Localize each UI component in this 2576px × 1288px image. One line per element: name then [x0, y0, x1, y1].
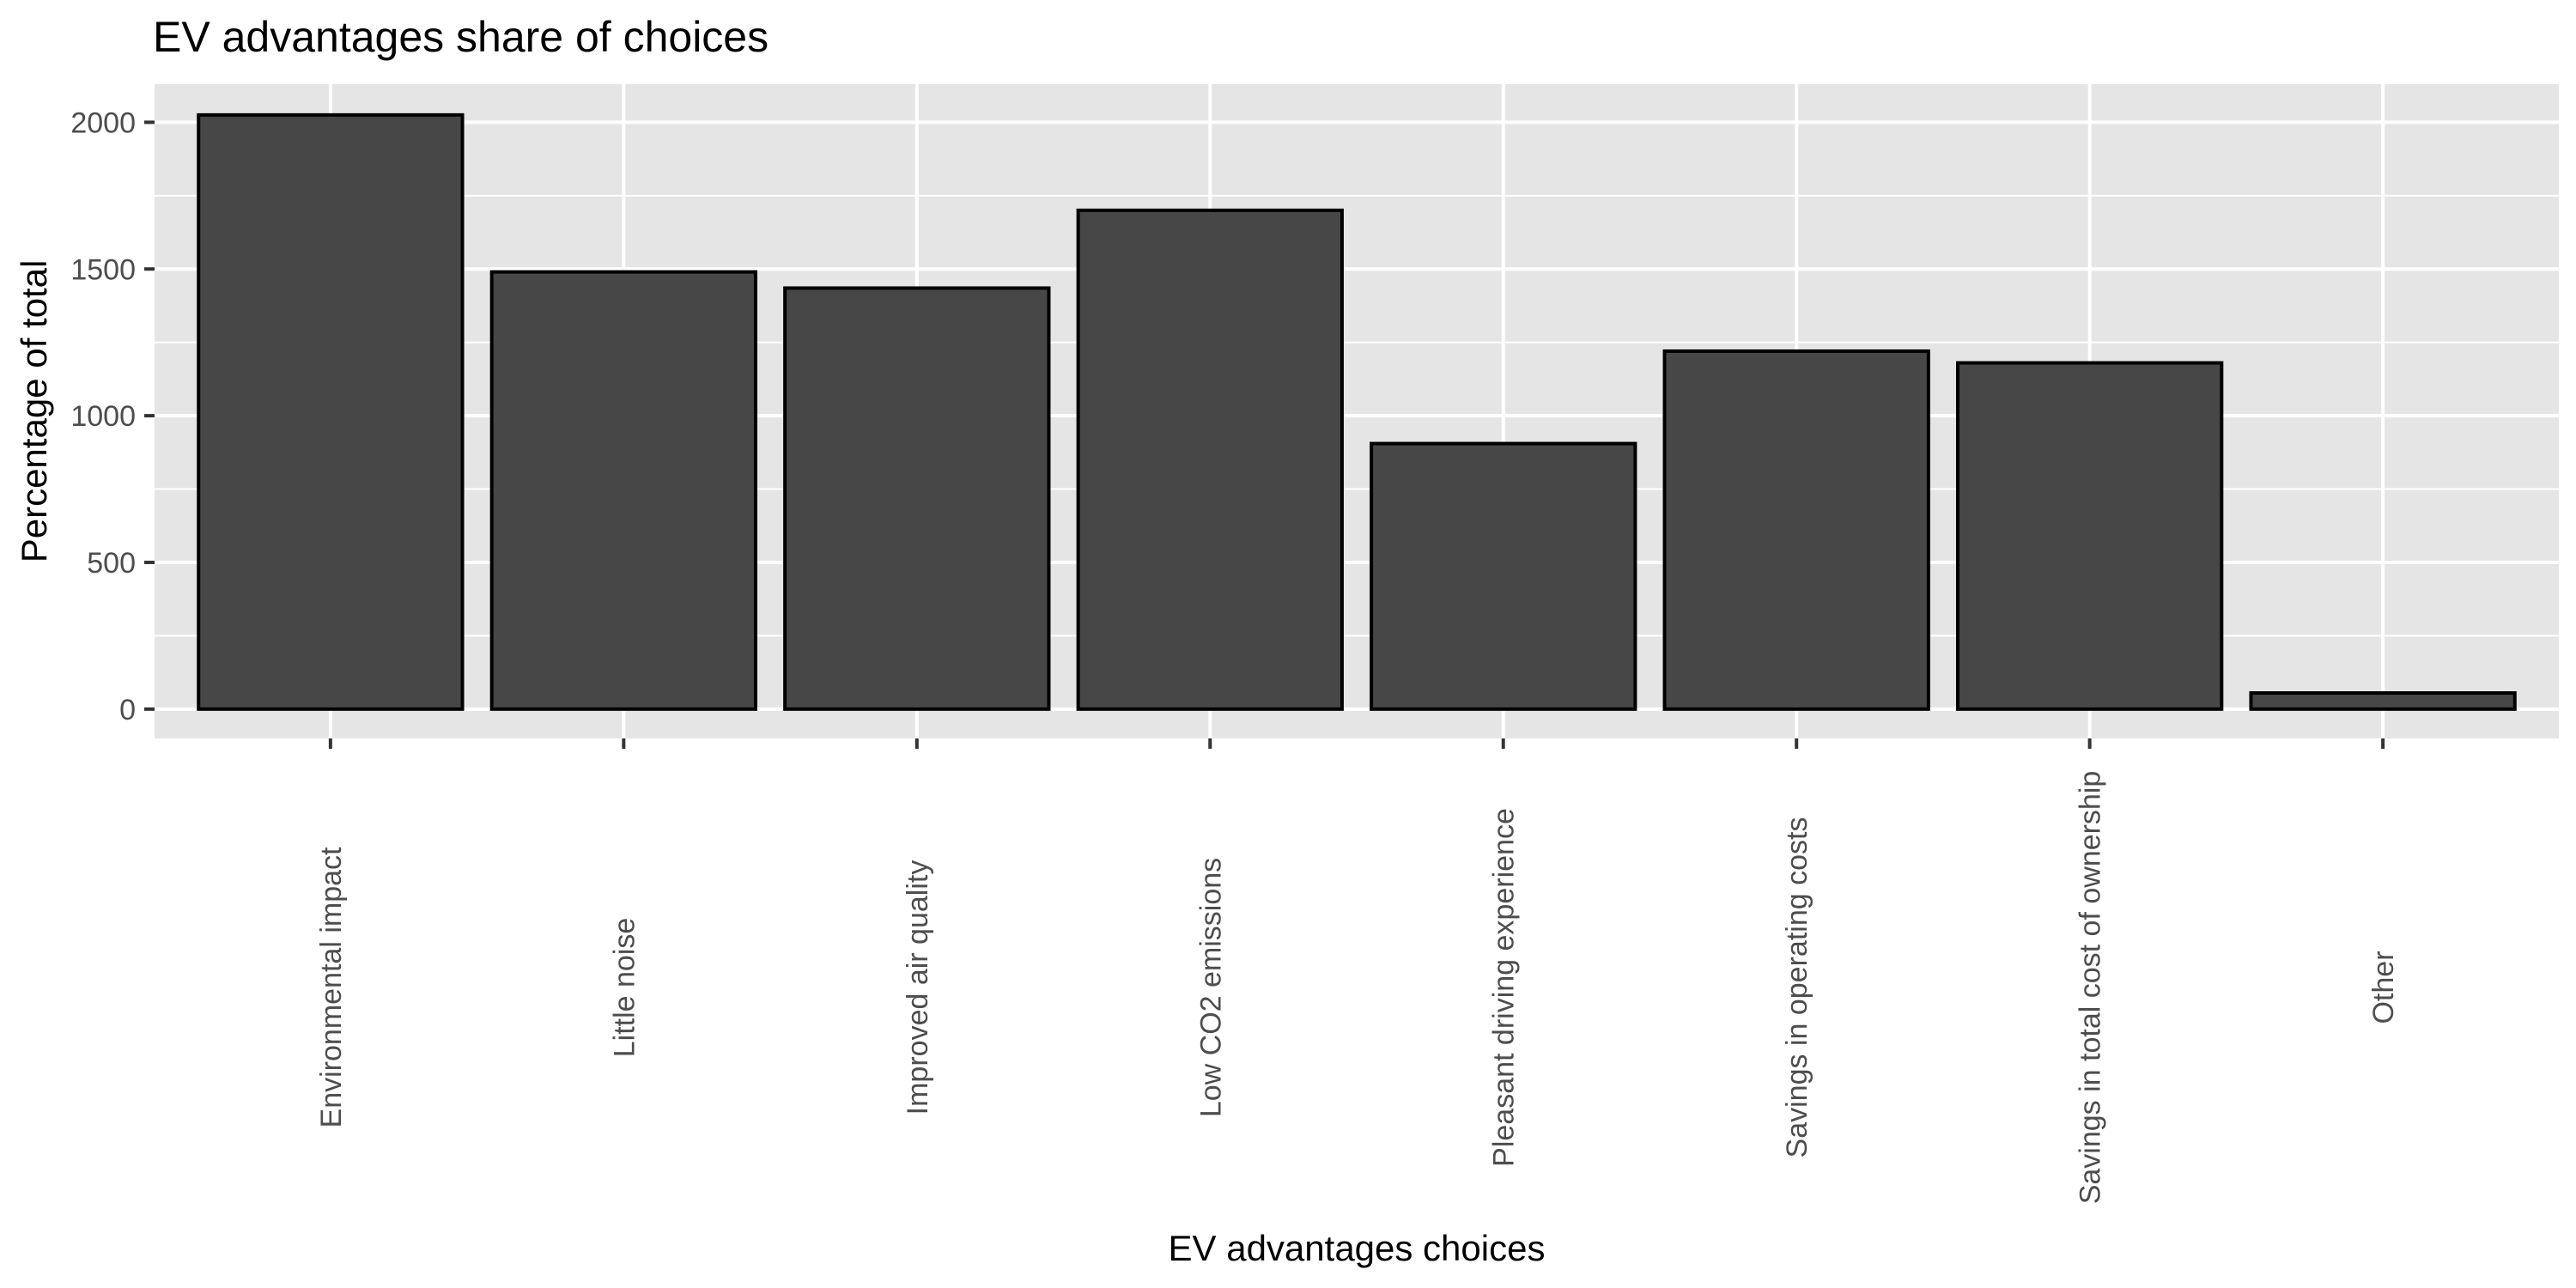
chart-title: EV advantages share of choices [153, 13, 769, 61]
x-tick-label: Environmental impact [315, 847, 348, 1127]
bar-low-co2-emissions [1076, 208, 1344, 711]
y-tick-label: 0 [119, 694, 136, 726]
x-tick-label: Other [2367, 951, 2400, 1024]
bar-environmental-impact [197, 112, 465, 711]
bar-pleasant-driving-experience [1370, 441, 1637, 711]
y-axis: 0 500 1000 1500 2000 [70, 106, 155, 726]
x-tick-label: Little noise [608, 918, 641, 1058]
x-tick-label: Pleasant driving experience [1488, 808, 1521, 1167]
y-tick-label: 1500 [70, 253, 136, 286]
bar-savings-in-operating-costs [1662, 349, 1930, 711]
x-tick-label: Savings in operating costs [1781, 817, 1814, 1158]
x-tick-label: Low CO2 emissions [1194, 858, 1227, 1117]
bars [197, 112, 2517, 711]
x-tick-label: Savings in total cost of ownership [2075, 771, 2107, 1205]
x-axis-title: EV advantages choices [1169, 1228, 1546, 1268]
x-tick-label: Improved air quality [902, 860, 934, 1115]
y-tick-label: 1000 [70, 400, 136, 433]
y-tick-label: 2000 [70, 106, 136, 139]
y-axis-title: Percentage of total [14, 260, 54, 563]
bar-other [2249, 691, 2517, 711]
y-tick-label: 500 [87, 547, 136, 580]
x-axis: Environmental impact Little noise Improved… [315, 738, 2400, 1204]
bar-little-noise [489, 270, 757, 711]
bar-savings-in-total-cost-of-ownership [1956, 361, 2224, 711]
bar-improved-air-quality [783, 286, 1051, 711]
